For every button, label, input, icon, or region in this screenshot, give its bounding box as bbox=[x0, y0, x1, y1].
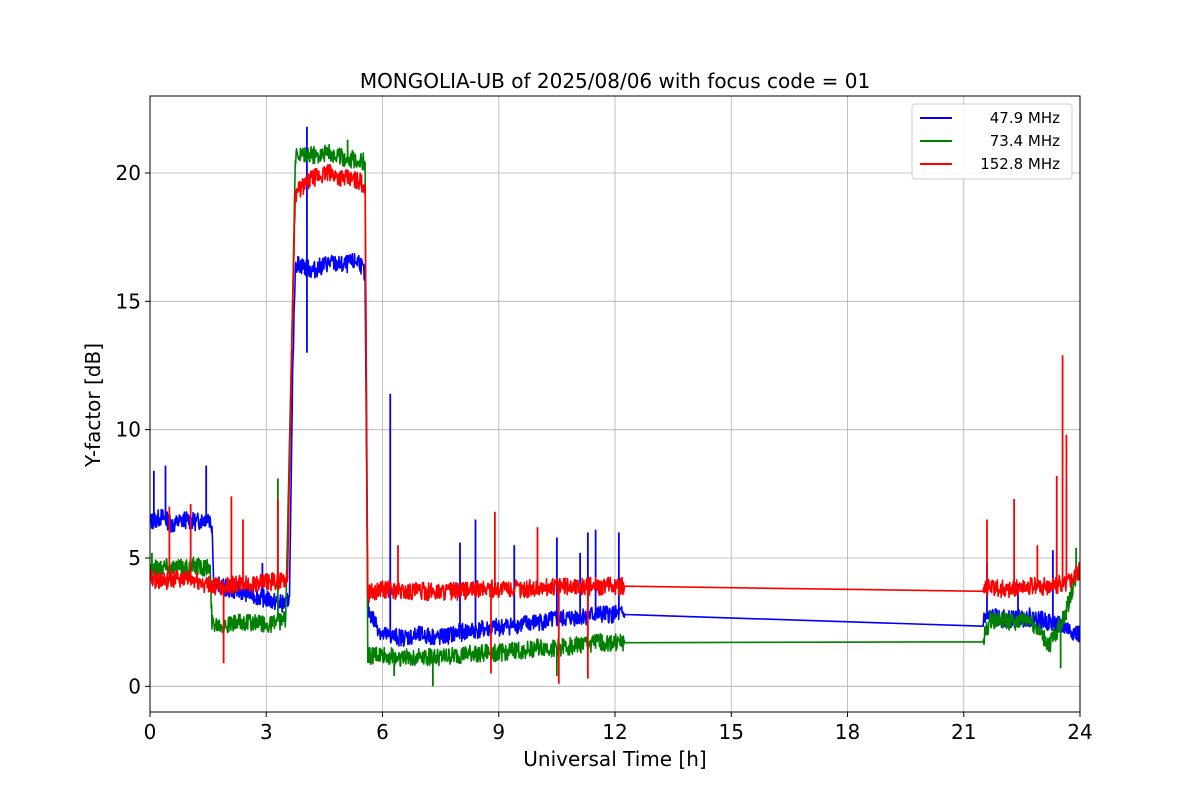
legend: 47.9 MHz 73.4 MHz 152.8 MHz bbox=[911, 103, 1073, 180]
x-tick-label: 0 bbox=[144, 720, 157, 744]
y-tick-label: 20 bbox=[116, 161, 141, 185]
legend-label: 152.8 MHz bbox=[980, 155, 1060, 173]
series-line bbox=[150, 143, 1080, 667]
x-tick-label: 24 bbox=[1067, 720, 1092, 744]
chart-title: MONGOLIA-UB of 2025/08/06 with focus cod… bbox=[360, 69, 870, 93]
y-tick-label: 10 bbox=[116, 418, 141, 442]
y-tick-label: 0 bbox=[128, 674, 141, 698]
series-layer bbox=[150, 126, 1080, 687]
series-3 bbox=[150, 164, 1080, 684]
axis-ticks: 0 3 6 9 12 15 18 21 24 0 5 10 15 20 bbox=[116, 161, 1093, 744]
legend-box bbox=[911, 103, 1073, 180]
y-tick-label: 15 bbox=[116, 289, 141, 313]
x-tick-label: 15 bbox=[719, 720, 744, 744]
legend-label: 73.4 MHz bbox=[990, 132, 1060, 150]
x-tick-label: 9 bbox=[492, 720, 505, 744]
legend-label: 47.9 MHz bbox=[990, 109, 1060, 127]
y-axis-label: Y-factor [dB] bbox=[81, 343, 105, 468]
series-line bbox=[150, 164, 1080, 603]
x-axis-label: Universal Time [h] bbox=[523, 747, 706, 771]
x-tick-label: 18 bbox=[835, 720, 860, 744]
x-tick-label: 3 bbox=[260, 720, 273, 744]
x-tick-label: 12 bbox=[602, 720, 627, 744]
y-tick-label: 5 bbox=[128, 546, 141, 570]
x-tick-label: 6 bbox=[376, 720, 389, 744]
x-tick-label: 21 bbox=[951, 720, 976, 744]
